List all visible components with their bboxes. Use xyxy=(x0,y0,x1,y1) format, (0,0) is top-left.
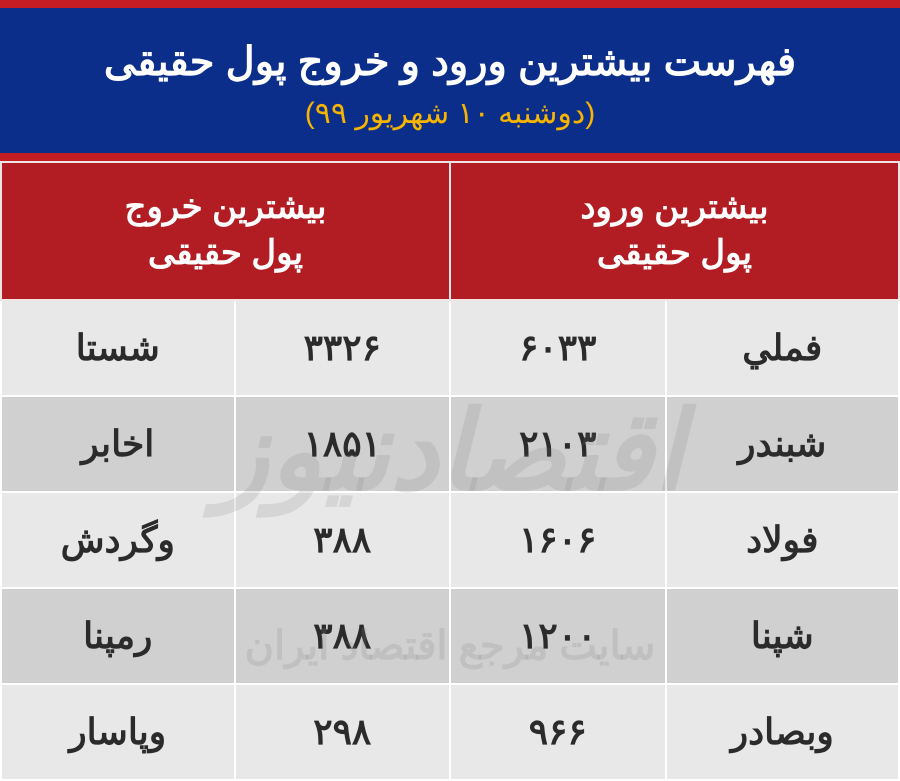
inflow-header-line2: پول حقیقی xyxy=(597,234,752,272)
outflow-value: ۱۸۵۱ xyxy=(235,396,451,492)
outflow-header-line2: پول حقیقی xyxy=(148,234,303,272)
outflow-name: اخابر xyxy=(1,396,235,492)
table-row: شپنا ۱۲۰۰ ۳۸۸ رمپنا xyxy=(1,588,899,684)
inflow-header-line1: بیشترین ورود xyxy=(580,188,768,226)
money-flow-table: بیشترین ورود پول حقیقی بیشترین خروج پول … xyxy=(0,161,900,781)
money-flow-table-container: فهرست بیشترین ورود و خروج پول حقیقی (دوش… xyxy=(0,0,900,778)
inflow-value: ۱۲۰۰ xyxy=(450,588,666,684)
inflow-header: بیشترین ورود پول حقیقی xyxy=(450,162,899,300)
table-wrap: بیشترین ورود پول حقیقی بیشترین خروج پول … xyxy=(0,161,900,781)
inflow-value: ۶۰۳۳ xyxy=(450,300,666,396)
outflow-name: رمپنا xyxy=(1,588,235,684)
table-row: شبندر ۲۱۰۳ ۱۸۵۱ اخابر xyxy=(1,396,899,492)
table-row: فملي ۶۰۳۳ ۳۳۲۶ شستا xyxy=(1,300,899,396)
page-title: فهرست بیشترین ورود و خروج پول حقیقی xyxy=(10,36,890,88)
inflow-value: ۱۶۰۶ xyxy=(450,492,666,588)
inflow-value: ۲۱۰۳ xyxy=(450,396,666,492)
outflow-header-line1: بیشترین خروج xyxy=(125,188,327,226)
outflow-value: ۳۸۸ xyxy=(235,492,451,588)
inflow-name: فملي xyxy=(666,300,899,396)
inflow-name: شپنا xyxy=(666,588,899,684)
outflow-name: وگردش xyxy=(1,492,235,588)
table-header-row: بیشترین ورود پول حقیقی بیشترین خروج پول … xyxy=(1,162,899,300)
inflow-name: فولاد xyxy=(666,492,899,588)
page-subtitle: (دوشنبه ۱۰ شهریور ۹۹) xyxy=(10,96,890,131)
table-row: وبصادر ۹۶۶ ۲۹۸ وپاسار xyxy=(1,684,899,780)
inflow-value: ۹۶۶ xyxy=(450,684,666,780)
inflow-name: شبندر xyxy=(666,396,899,492)
outflow-header: بیشترین خروج پول حقیقی xyxy=(1,162,450,300)
outflow-value: ۳۳۲۶ xyxy=(235,300,451,396)
outflow-value: ۳۸۸ xyxy=(235,588,451,684)
outflow-name: شستا xyxy=(1,300,235,396)
title-block: فهرست بیشترین ورود و خروج پول حقیقی (دوش… xyxy=(0,0,900,161)
outflow-name: وپاسار xyxy=(1,684,235,780)
table-row: فولاد ۱۶۰۶ ۳۸۸ وگردش xyxy=(1,492,899,588)
outflow-value: ۲۹۸ xyxy=(235,684,451,780)
inflow-name: وبصادر xyxy=(666,684,899,780)
